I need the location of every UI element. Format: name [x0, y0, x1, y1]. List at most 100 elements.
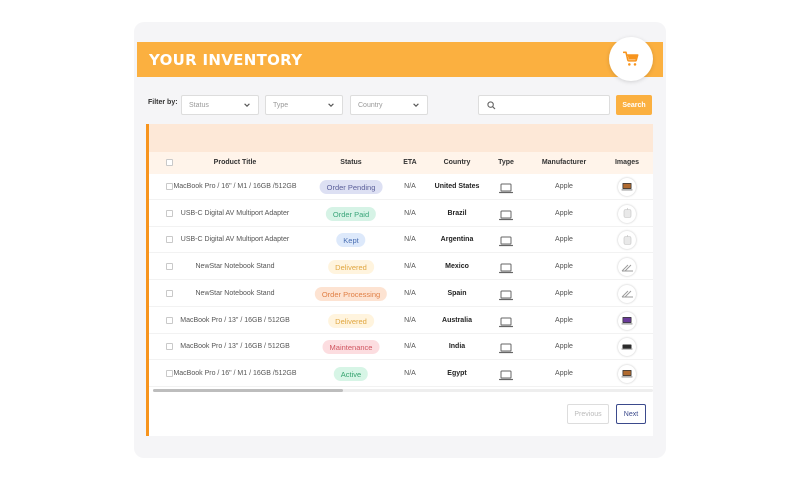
type-filter-select[interactable]: Type	[265, 95, 343, 115]
row-checkbox[interactable]	[166, 289, 173, 297]
adapter-thumbnail[interactable]	[618, 231, 636, 250]
country-value: Spain	[447, 289, 467, 297]
table-row[interactable]: USB-C Digital AV Multiport Adapter Order …	[149, 201, 653, 227]
status-badge: Delivered	[328, 313, 374, 328]
laptop-icon	[498, 208, 514, 226]
laptop-icon	[498, 261, 514, 279]
macbook-thumbnail[interactable]	[618, 311, 636, 330]
notebook-stand-thumbnail[interactable]	[618, 284, 636, 303]
laptop-icon	[498, 341, 514, 359]
eta-value: N/A	[404, 183, 416, 190]
product-title: MacBook Pro / 13" / 16GB / 512GB	[180, 316, 290, 324]
macbook-thumbnail[interactable]	[618, 178, 636, 196]
table-header-row: Product Title Status ETA Country Type Ma…	[149, 152, 653, 174]
eta-value: N/A	[404, 343, 416, 351]
cart-button[interactable]	[609, 37, 653, 81]
laptop-icon	[498, 368, 514, 386]
country-value: India	[448, 343, 466, 351]
status-badge: Maintenance	[322, 340, 380, 355]
macbook-thumbnail[interactable]	[618, 338, 636, 357]
column-header-product-title[interactable]: Product Title	[213, 159, 257, 166]
manufacturer-value: Apple	[555, 369, 573, 377]
row-checkbox[interactable]	[166, 209, 173, 217]
manufacturer-value: Apple	[555, 263, 573, 271]
manufacturer-value: Apple	[555, 343, 573, 351]
manufacturer-value: Apple	[555, 209, 573, 217]
laptop-icon	[498, 181, 514, 199]
country-value: Brazil	[447, 209, 467, 217]
table-row[interactable]: MacBook Pro / 13" / 16GB / 512GB Delivere…	[149, 308, 653, 334]
laptop-icon	[498, 315, 514, 333]
row-checkbox[interactable]	[166, 263, 173, 271]
product-title: NewStar Notebook Stand	[195, 263, 275, 271]
eta-value: N/A	[404, 209, 416, 217]
inventory-header: YOUR INVENTORY	[137, 42, 663, 77]
type-filter-placeholder: Type	[273, 102, 289, 109]
chevron-down-icon	[244, 103, 250, 107]
previous-page-button[interactable]: Previous	[567, 404, 609, 424]
row-checkbox[interactable]	[166, 236, 173, 244]
filter-label: Filter by:	[148, 99, 178, 106]
cart-icon	[623, 51, 639, 66]
laptop-icon	[498, 288, 514, 306]
table-top-band	[149, 124, 653, 152]
manufacturer-value: Apple	[555, 183, 573, 190]
page-title: YOUR INVENTORY	[149, 51, 303, 69]
status-badge: Delivered	[328, 260, 374, 275]
row-checkbox[interactable]	[166, 343, 173, 351]
manufacturer-value: Apple	[555, 236, 573, 244]
search-input[interactable]	[501, 98, 605, 112]
macbook-thumbnail[interactable]	[618, 364, 636, 383]
eta-value: N/A	[404, 263, 416, 271]
table-row[interactable]: USB-C Digital AV Multiport Adapter Kept N/…	[149, 227, 653, 254]
status-badge: Order Paid	[325, 206, 377, 221]
horizontal-scrollbar[interactable]	[153, 389, 653, 392]
status-badge: Kept	[336, 233, 366, 248]
search-icon	[487, 101, 496, 110]
eta-value: N/A	[404, 289, 416, 297]
column-header-images[interactable]: Images	[614, 159, 640, 166]
table-row[interactable]: NewStar Notebook Stand Order Processing N/…	[149, 281, 653, 307]
status-badge: Order Pending	[319, 180, 383, 194]
product-title: MacBook Pro / 16" / M1 / 16GB /512GB	[173, 183, 297, 190]
row-checkbox[interactable]	[166, 183, 173, 190]
product-title: MacBook Pro / 16" / M1 / 16GB /512GB	[173, 369, 297, 377]
column-header-country[interactable]: Country	[443, 159, 471, 166]
status-filter-select[interactable]: Status	[181, 95, 259, 115]
table-row[interactable]: MacBook Pro / 13" / 16GB / 512GB Maintena…	[149, 334, 653, 361]
country-filter-select[interactable]: Country	[350, 95, 428, 115]
adapter-thumbnail[interactable]	[618, 204, 636, 223]
table-row[interactable]: NewStar Notebook Stand Delivered N/A Mexico…	[149, 254, 653, 281]
product-title: MacBook Pro / 13" / 16GB / 512GB	[180, 343, 290, 351]
table-row[interactable]: MacBook Pro / 16" / M1 / 16GB /512GB Acti…	[149, 361, 653, 387]
notebook-stand-thumbnail[interactable]	[618, 258, 636, 277]
row-checkbox[interactable]	[166, 316, 173, 324]
table-row[interactable]: MacBook Pro / 16" / M1 / 16GB /512GB Orde…	[149, 174, 653, 200]
eta-value: N/A	[404, 369, 416, 377]
chevron-down-icon	[328, 103, 334, 107]
laptop-icon	[498, 234, 514, 252]
country-value: Egypt	[447, 369, 467, 377]
next-page-button[interactable]: Next	[616, 404, 646, 424]
eta-value: N/A	[404, 316, 416, 324]
column-header-type[interactable]: Type	[498, 159, 514, 166]
status-badge: Order Processing	[314, 286, 388, 301]
column-header-eta[interactable]: ETA	[403, 159, 417, 166]
country-value: Australia	[442, 316, 472, 324]
eta-value: N/A	[404, 236, 416, 244]
column-header-manufacturer[interactable]: Manufacturer	[541, 159, 587, 166]
column-header-status[interactable]: Status	[340, 159, 362, 166]
country-value: Argentina	[440, 236, 474, 244]
status-badge: Active	[333, 366, 369, 381]
inventory-table-panel: Product Title Status ETA Country Type Ma…	[146, 124, 653, 436]
select-all-checkbox[interactable]	[166, 159, 173, 166]
scrollbar-thumb[interactable]	[153, 389, 343, 392]
country-filter-placeholder: Country	[358, 102, 383, 109]
manufacturer-value: Apple	[555, 316, 573, 324]
product-title: USB-C Digital AV Multiport Adapter	[180, 236, 290, 244]
search-button[interactable]: Search	[616, 95, 652, 115]
country-value: United States	[434, 183, 480, 190]
status-filter-placeholder: Status	[189, 102, 209, 109]
row-checkbox[interactable]	[166, 369, 173, 377]
product-title: USB-C Digital AV Multiport Adapter	[180, 209, 290, 217]
